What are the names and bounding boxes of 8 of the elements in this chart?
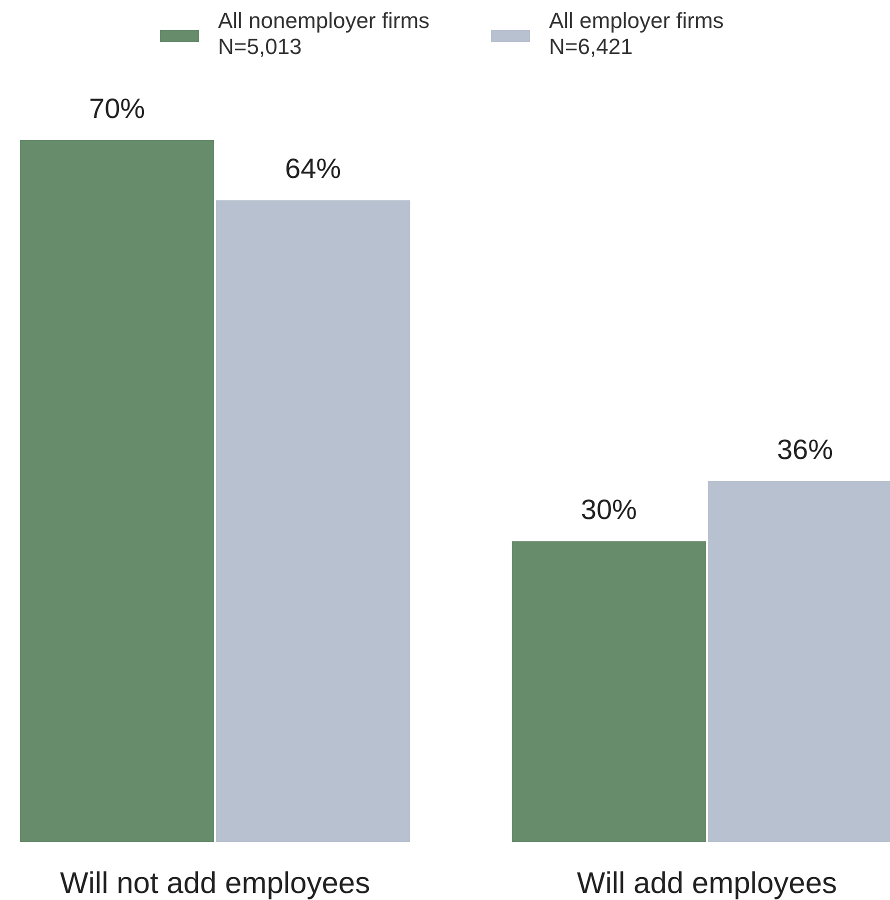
data-label: 64%: [285, 153, 342, 184]
x-tick-label: Will add employees: [576, 867, 838, 900]
legend-label: All nonemployer firms N=5,013: [218, 8, 430, 59]
legend-label: All employer firms N=6,421: [549, 8, 724, 59]
x-tick-label: Will not add employees: [60, 867, 370, 900]
data-label: 36%: [776, 434, 833, 465]
data-label: 30%: [580, 494, 637, 526]
data-label: 70%: [89, 93, 146, 124]
